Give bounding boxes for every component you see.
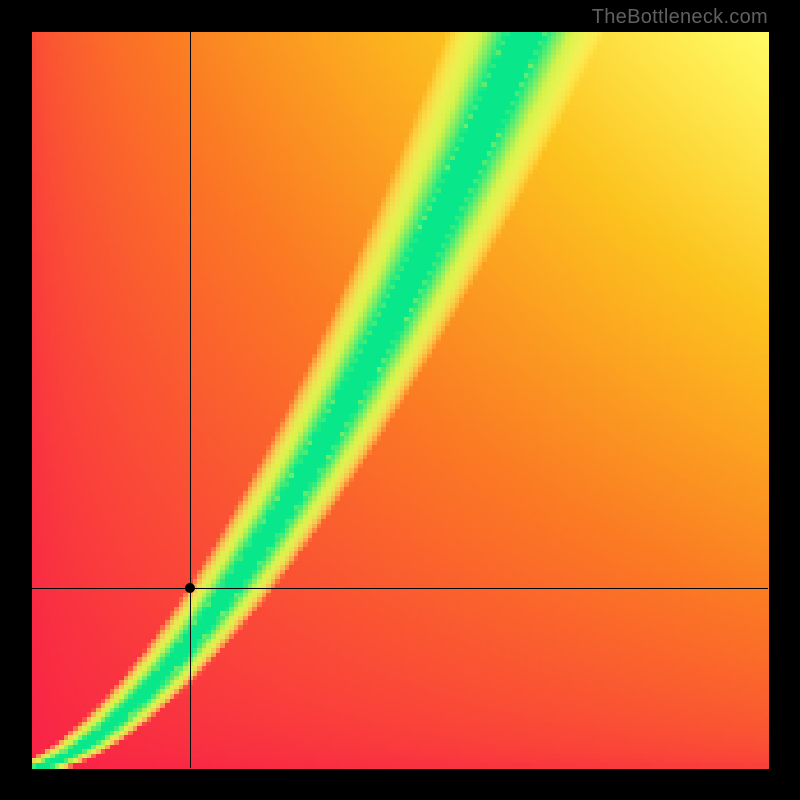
crosshair-marker [185,583,195,593]
watermark-text: TheBottleneck.com [592,6,768,29]
bottleneck-heatmap [0,0,800,800]
crosshair-horizontal [32,588,768,589]
crosshair-vertical [190,32,191,768]
chart-container: { "watermark": { "text": "TheBottleneck.… [0,0,800,800]
